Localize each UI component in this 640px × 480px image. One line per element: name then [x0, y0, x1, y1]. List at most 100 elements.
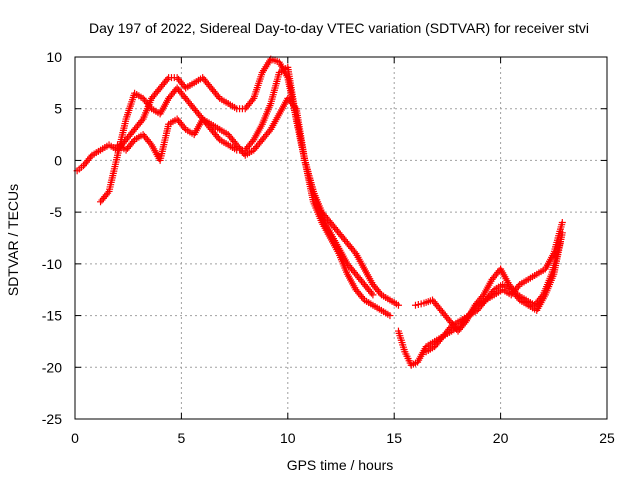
data-point — [163, 75, 171, 83]
data-point — [113, 154, 121, 162]
data-point — [375, 287, 383, 295]
y-tick-label: -20 — [42, 359, 62, 375]
data-point — [164, 122, 172, 130]
data-point — [147, 96, 155, 104]
data-point — [334, 242, 342, 250]
data-point — [539, 266, 547, 274]
data-point — [558, 221, 566, 229]
data-point — [231, 103, 239, 111]
series-track-3 — [114, 94, 377, 299]
data-point — [462, 315, 470, 323]
data-point — [179, 81, 187, 89]
series-track-2 — [97, 63, 394, 320]
y-axis-label: SDTVAR / TECUs — [5, 184, 21, 296]
data-point — [274, 112, 282, 120]
data-point — [358, 277, 366, 285]
data-point — [309, 185, 317, 193]
data-point — [549, 251, 557, 259]
data-point — [188, 80, 196, 88]
data-point — [536, 294, 544, 302]
data-point — [187, 101, 195, 109]
data-point — [87, 153, 95, 161]
data-point — [426, 297, 434, 305]
data-point — [384, 295, 392, 303]
data-point — [341, 236, 349, 244]
series-track-6 — [422, 218, 566, 356]
data-point — [368, 279, 376, 287]
data-point — [472, 303, 480, 311]
data-point — [204, 81, 212, 89]
data-point — [179, 122, 187, 130]
y-tick-label: 5 — [54, 101, 62, 117]
data-point — [162, 77, 170, 85]
data-point — [153, 87, 161, 95]
data-point — [170, 74, 178, 82]
data-point — [349, 267, 357, 275]
x-tick-label: 20 — [493, 430, 509, 446]
data-point — [128, 139, 136, 147]
data-point — [248, 147, 256, 155]
y-tick-label: -25 — [42, 411, 62, 427]
data-point — [487, 277, 495, 285]
data-point — [367, 300, 375, 308]
data-point — [266, 102, 274, 110]
data-point — [94, 147, 102, 155]
data-point — [522, 277, 530, 285]
x-tick-label: 25 — [599, 430, 615, 446]
data-point — [454, 323, 462, 331]
data-point — [180, 124, 188, 132]
data-point — [350, 248, 358, 256]
data-point — [488, 292, 496, 300]
x-tick-label: 10 — [280, 430, 296, 446]
data-point — [325, 227, 333, 235]
data-point — [258, 71, 266, 79]
data-point — [438, 334, 446, 342]
data-point — [513, 284, 521, 292]
data-point — [128, 129, 136, 137]
data-point — [136, 119, 144, 127]
x-axis-label: GPS time / hours — [287, 457, 394, 473]
x-tick-label: 5 — [178, 430, 186, 446]
data-point — [222, 98, 230, 106]
data-point — [248, 137, 256, 145]
data-point — [359, 294, 367, 302]
data-point — [376, 289, 384, 297]
data-point — [300, 154, 308, 162]
data-point — [77, 163, 85, 171]
data-point — [443, 313, 451, 321]
data-point — [480, 297, 488, 305]
data-point — [214, 93, 222, 101]
data-point — [289, 101, 297, 109]
data-point — [436, 336, 444, 344]
data-point — [154, 109, 162, 117]
data-point — [429, 344, 437, 352]
data-point — [384, 310, 392, 318]
data-point — [247, 139, 255, 147]
axis-ticks: 0 5 10 15 20 25 -25 -20 -15 -10 -5 0 5 10 — [42, 49, 615, 446]
data-point — [400, 345, 408, 353]
data-point — [214, 134, 222, 142]
data-point — [538, 293, 546, 301]
data-point — [411, 359, 419, 367]
data-point — [520, 295, 528, 303]
data-point — [213, 132, 221, 140]
data-point — [164, 96, 172, 104]
data-point — [222, 140, 230, 148]
data-point — [104, 189, 112, 197]
data-point — [146, 103, 154, 111]
plot-frame — [74, 56, 608, 420]
data-point — [275, 71, 283, 79]
data-point — [264, 129, 272, 137]
data-point — [514, 282, 522, 290]
data-point — [358, 293, 366, 301]
data-point — [230, 137, 238, 145]
data-point — [238, 148, 246, 156]
data-point — [417, 300, 425, 308]
data-point — [531, 271, 539, 279]
data-point — [366, 287, 374, 295]
data-point — [342, 258, 350, 266]
data-point — [138, 117, 146, 125]
data-point — [145, 137, 153, 145]
data-point — [146, 139, 154, 147]
data-point — [85, 155, 93, 163]
